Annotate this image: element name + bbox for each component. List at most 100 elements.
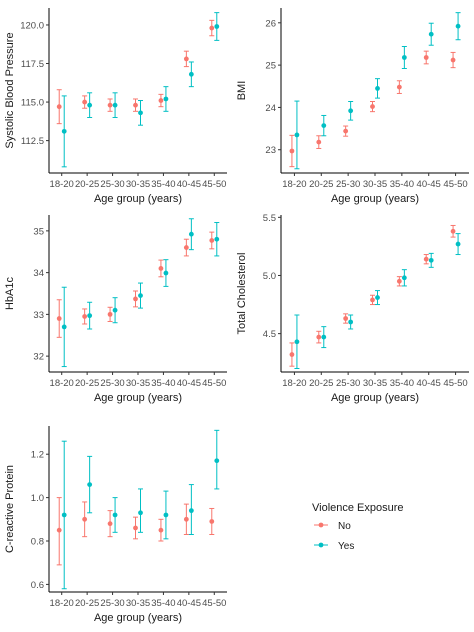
data-point-no	[343, 128, 349, 134]
data-point-yes	[428, 31, 434, 37]
x-tick-label: 45-50	[443, 378, 467, 389]
legend-label-no: No	[338, 521, 351, 532]
data-point-yes	[138, 293, 143, 298]
data-point-yes	[112, 102, 118, 108]
data-point-no	[158, 98, 164, 103]
x-tick-label: 35-40	[390, 179, 414, 190]
data-point-yes	[188, 231, 194, 237]
data-point-no	[370, 297, 375, 303]
data-point-no	[56, 527, 62, 533]
y-tick-label: 24	[265, 103, 276, 114]
data-point-yes	[294, 132, 300, 138]
data-point-yes	[428, 257, 434, 263]
legend-label-yes: Yes	[338, 541, 354, 552]
y-tick-label: 112.5	[21, 136, 44, 147]
data-point-no	[56, 316, 62, 321]
data-point-yes	[61, 128, 67, 134]
data-point-yes	[87, 482, 93, 487]
x-tick-label: 20-25	[75, 179, 99, 190]
data-point-yes	[375, 295, 380, 300]
x-tick-label: 30-35	[126, 378, 150, 389]
data-point-no	[82, 516, 88, 522]
data-point-no	[82, 99, 88, 105]
x-tick-label: 30-35	[126, 179, 150, 190]
x-tick-label: 35-40	[151, 378, 175, 389]
x-axis-title: Age group (years)	[94, 193, 182, 205]
chart-panel-3: 32 33 34 35 18-20 20-25 25-30 30-35 35-40 40-45 45…	[4, 215, 227, 404]
y-axis-title: Systolic Blood Pressure	[4, 32, 16, 148]
x-tick-label: 45-50	[202, 598, 226, 609]
x-tick-label: 45-50	[202, 179, 226, 190]
data-point-yes	[138, 110, 143, 116]
x-tick-label: 40-45	[177, 179, 201, 190]
data-point-no	[396, 278, 402, 284]
y-tick-label: 23	[265, 145, 276, 156]
data-point-no	[133, 102, 138, 108]
y-tick-label: 120.0	[20, 20, 44, 31]
data-point-no	[209, 519, 215, 524]
data-point-yes	[348, 319, 354, 325]
data-point-no	[316, 139, 322, 145]
y-tick-label: 25	[265, 61, 276, 72]
x-tick-label: 20-25	[75, 378, 99, 389]
data-point-yes	[321, 334, 327, 340]
y-tick-label: 0.8	[31, 537, 44, 548]
data-point-yes	[138, 510, 143, 516]
data-point-yes	[61, 512, 67, 518]
data-point-no	[450, 228, 456, 234]
chart-panel-5: 0.6 0.8 1.0 1.2 18-20 20-25 25-30 30-35 35-40 40-…	[4, 426, 227, 624]
data-point-no	[209, 238, 215, 243]
x-tick-label: 40-45	[177, 598, 201, 609]
y-tick-label: 117.5	[21, 59, 44, 70]
x-tick-label: 45-50	[202, 378, 226, 389]
x-tick-label: 40-45	[417, 179, 441, 190]
x-tick-label: 30-35	[126, 598, 150, 609]
y-axis-title: Total Cholesterol	[236, 253, 248, 335]
y-tick-label: 4.5	[263, 329, 276, 340]
legend: Violence Exposure No Yes	[312, 502, 404, 552]
data-point-yes	[163, 512, 169, 518]
x-tick-label: 25-30	[100, 378, 124, 389]
data-point-yes	[112, 307, 118, 313]
y-tick-label: 115.0	[21, 98, 44, 109]
data-point-no	[370, 104, 375, 109]
data-point-yes	[214, 236, 220, 242]
data-point-yes	[321, 123, 327, 129]
data-point-no	[158, 266, 164, 271]
data-point-yes	[188, 71, 194, 77]
x-tick-label: 35-40	[151, 598, 175, 609]
data-point-no	[107, 521, 113, 527]
data-point-no	[133, 296, 138, 302]
x-tick-label: 18-20	[282, 378, 306, 389]
data-point-no	[107, 102, 113, 108]
data-point-yes	[348, 108, 354, 114]
x-tick-label: 30-35	[363, 378, 387, 389]
x-tick-label: 18-20	[282, 179, 306, 190]
data-point-no	[183, 56, 189, 62]
x-tick-label: 20-25	[309, 378, 333, 389]
legend-item-no: No	[314, 521, 351, 532]
data-point-no	[289, 352, 295, 357]
y-tick-label: 32	[33, 352, 44, 363]
data-point-yes	[401, 275, 407, 281]
x-tick-label: 25-30	[336, 179, 360, 190]
data-point-no	[158, 527, 164, 533]
data-point-yes	[188, 508, 194, 514]
data-point-yes	[455, 23, 461, 29]
data-point-no	[450, 57, 456, 63]
y-tick-label: 5.5	[263, 213, 276, 224]
y-tick-label: 26	[265, 18, 276, 29]
data-point-no	[423, 256, 429, 262]
y-axis-title: BMI	[236, 81, 248, 101]
chart-panel-4: 4.5 5.0 5.5 18-20 20-25 25-30 30-35 35-40 40-45 4…	[236, 213, 469, 404]
data-point-no	[82, 314, 88, 319]
x-tick-label: 18-20	[50, 378, 74, 389]
x-tick-label: 35-40	[151, 179, 175, 190]
x-axis-title: Age group (years)	[331, 392, 419, 404]
x-axis-title: Age group (years)	[331, 193, 419, 205]
data-point-yes	[163, 96, 169, 102]
data-point-no	[396, 84, 402, 90]
x-tick-label: 18-20	[50, 598, 74, 609]
